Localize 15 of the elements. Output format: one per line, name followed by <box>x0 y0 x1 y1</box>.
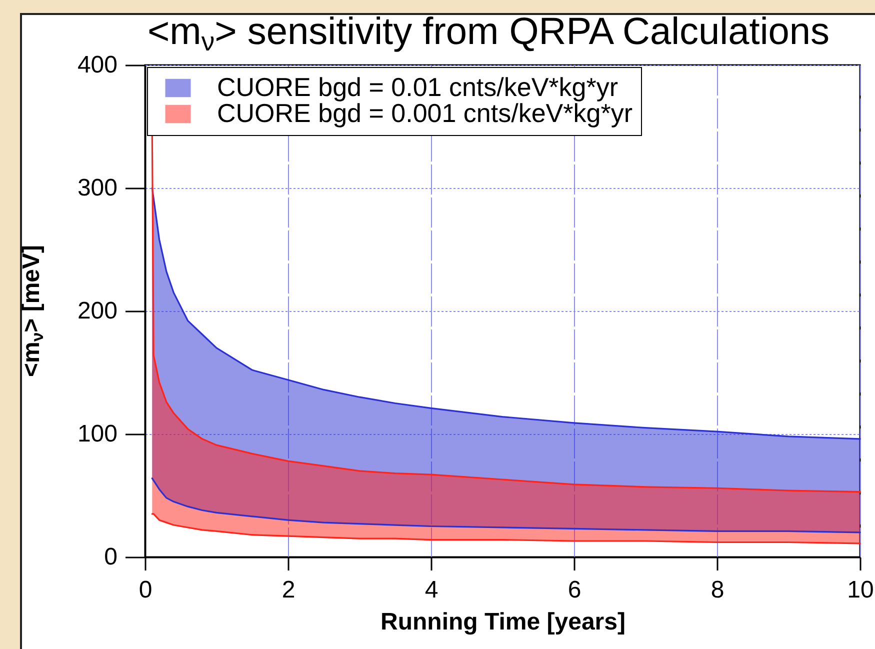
y-tick-label: 200 <box>77 298 118 324</box>
x-tick-label: 6 <box>568 576 582 604</box>
y-tick-label: 0 <box>104 544 118 570</box>
x-axis-title: Running Time [years] <box>380 608 626 636</box>
y-tick-label: 100 <box>77 420 118 448</box>
x-tick-label: 10 <box>847 576 874 604</box>
y-tick-label: 300 <box>77 174 118 202</box>
y-tick-label: 400 <box>77 52 118 78</box>
x-tick-label: 2 <box>282 576 296 604</box>
line-series <box>151 513 861 544</box>
x-tick-label: 0 <box>138 576 152 604</box>
chart-title: <m$_{ν}$> sensitivity from QRPA Calculations <box>146 10 831 57</box>
line-series <box>151 477 861 534</box>
x-tick-label: 8 <box>710 576 724 604</box>
x-tick-label: 4 <box>424 576 438 604</box>
